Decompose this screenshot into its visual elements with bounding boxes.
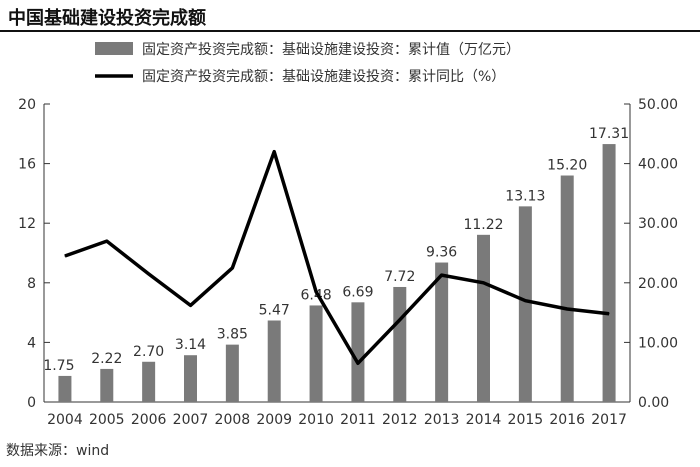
- line-point: [315, 291, 317, 293]
- bar: [58, 375, 72, 402]
- left-tick-label: 20: [18, 97, 36, 113]
- left-tick-label: 12: [18, 216, 36, 232]
- left-tick-label: 8: [27, 276, 36, 292]
- bar: [393, 286, 407, 402]
- right-tick-label: 50.00: [638, 97, 678, 113]
- bar-data-label: 6.48: [300, 287, 331, 303]
- line-point: [106, 240, 108, 242]
- bar: [435, 262, 449, 402]
- line-point: [566, 308, 568, 310]
- right-tick-label: 0.00: [638, 395, 669, 411]
- line-point: [190, 304, 191, 306]
- bar: [225, 344, 239, 402]
- line-point: [273, 151, 275, 153]
- bar-data-label: 6.69: [342, 284, 373, 300]
- right-tick-label: 40.00: [638, 157, 678, 173]
- bar: [518, 206, 532, 402]
- line-point: [483, 282, 484, 284]
- line-point: [64, 255, 66, 257]
- bar: [100, 368, 114, 402]
- bar-data-label: 5.47: [259, 302, 290, 318]
- bar: [560, 175, 574, 402]
- left-tick-label: 4: [27, 335, 36, 351]
- bar: [142, 361, 156, 402]
- bar-data-label: 17.31: [589, 126, 629, 142]
- bar-data-label: 2.70: [133, 344, 164, 360]
- bar: [351, 302, 365, 402]
- legend-bar-label: 固定资产投资完成额：基础设施建设投资：累计值（万亿元）: [142, 41, 520, 58]
- x-tick-label: 2004: [47, 412, 83, 428]
- line-point: [399, 319, 401, 321]
- x-tick-label: 2009: [256, 412, 292, 428]
- x-tick-label: 2007: [173, 412, 209, 428]
- left-tick-label: 16: [18, 157, 36, 173]
- line-series: [64, 149, 610, 366]
- x-tick-label: 2012: [382, 412, 418, 428]
- line-point: [148, 273, 150, 275]
- x-tick-label: 2016: [549, 412, 585, 428]
- legend-bar-swatch: [95, 42, 133, 55]
- legend: 固定资产投资完成额：基础设施建设投资：累计值（万亿元） 固定资产投资完成额：基础…: [95, 41, 520, 85]
- bar: [309, 305, 323, 402]
- bar-series: [58, 144, 616, 402]
- right-tick-label: 30.00: [638, 216, 678, 232]
- x-tick-label: 2013: [424, 412, 460, 428]
- line-point: [357, 362, 359, 364]
- legend-line-label: 固定资产投资完成额：基础设施建设投资：累计同比（%）: [142, 68, 505, 85]
- left-axis: 0 4 8 12 16 20: [18, 97, 50, 411]
- growth-line: [64, 149, 610, 366]
- bar-data-label: 1.75: [43, 358, 74, 374]
- x-tick-label: 2006: [131, 412, 167, 428]
- x-tick-label: 2008: [215, 412, 251, 428]
- title-divider: [0, 30, 700, 32]
- x-tick-label: 2017: [591, 412, 627, 428]
- line-point: [524, 300, 526, 302]
- right-tick-label: 20.00: [638, 276, 678, 292]
- x-tick-label: 2011: [340, 412, 376, 428]
- bar-data-label: 13.13: [505, 188, 545, 204]
- bar: [267, 320, 281, 402]
- line-point: [441, 274, 443, 276]
- bar: [477, 234, 490, 402]
- bar: [602, 144, 616, 402]
- bar-data-label: 7.72: [384, 269, 415, 285]
- left-tick-label: 0: [27, 395, 36, 411]
- source-note: 数据来源：wind: [6, 443, 110, 459]
- bar: [184, 355, 197, 402]
- bar-data-label: 15.20: [547, 158, 587, 174]
- x-tick-label: 2014: [466, 412, 502, 428]
- bar-data-label: 3.85: [217, 327, 248, 343]
- x-axis: 2004 2005 2006 2007 2008 2009 2010 2011 2012 2013…: [44, 401, 630, 428]
- x-tick-label: 2010: [298, 412, 334, 428]
- bar-data-label: 3.14: [175, 337, 206, 353]
- chart-title: 中国基础建设投资完成额: [8, 8, 206, 29]
- x-tick-label: 2015: [508, 412, 544, 428]
- bar-data-labels: 1.75 2.22 2.70 3.14 3.85 5.47 6.48 6.69 7.72 9.36…: [43, 126, 629, 374]
- bar-data-label: 9.36: [426, 245, 457, 261]
- line-point: [608, 313, 610, 315]
- right-axis: 0.00 10.00 20.00 30.00 40.00 50.00: [624, 97, 678, 411]
- bar-data-label: 2.22: [91, 351, 122, 367]
- line-point: [231, 267, 233, 269]
- x-tick-label: 2005: [89, 412, 125, 428]
- bar-data-label: 11.22: [463, 217, 503, 233]
- right-tick-label: 10.00: [638, 335, 678, 351]
